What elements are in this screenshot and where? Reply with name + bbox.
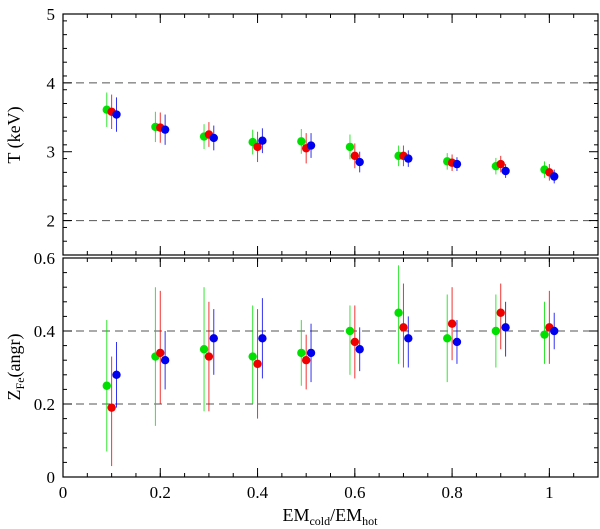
data-point	[306, 348, 316, 358]
data-point	[258, 334, 267, 343]
data-point	[345, 142, 355, 152]
plot-frame	[62, 257, 599, 478]
data-point	[160, 125, 170, 134]
data-point	[253, 359, 262, 369]
data-point	[209, 334, 218, 343]
x-tick-label: 0	[59, 483, 68, 502]
data-point	[345, 326, 355, 336]
data-point	[404, 334, 413, 343]
data-point	[297, 348, 306, 358]
temperature-panel: 2 3 4 5	[47, 5, 599, 256]
data-point	[112, 110, 121, 119]
data-point	[156, 348, 165, 358]
data-point	[452, 337, 462, 347]
data-point	[301, 356, 311, 365]
bottom-y-axis-title: ZFe(angr)	[4, 334, 27, 401]
data-point	[204, 352, 214, 361]
plot-frame	[62, 13, 599, 256]
x-tick-label: 0.4	[247, 483, 269, 502]
top-y-axis-title: T (keV)	[4, 106, 25, 163]
y-tick-label: 0	[47, 468, 56, 487]
data-point	[491, 326, 501, 336]
data-point	[355, 345, 364, 354]
y-tick-label: 4	[47, 74, 56, 93]
data-point	[112, 370, 121, 379]
x-tick-label: 0.8	[441, 483, 462, 502]
x-tick-label: 0.2	[150, 483, 171, 502]
data-point	[443, 334, 452, 343]
data-point	[253, 142, 262, 152]
x-axis-title: EMcold/EMhot	[282, 505, 378, 528]
data-point	[404, 154, 413, 163]
data-point	[350, 151, 360, 161]
y-tick-label: 5	[47, 5, 56, 24]
data-point	[350, 337, 360, 347]
data-point	[209, 133, 218, 143]
y-tick-label: 0.4	[34, 322, 56, 341]
data-point	[501, 166, 510, 176]
y-tick-label: 0.2	[34, 395, 55, 414]
data-point	[399, 323, 408, 332]
data-point	[102, 381, 111, 390]
data-point	[452, 159, 462, 169]
data-point	[306, 141, 316, 150]
data-point	[394, 308, 403, 317]
data-point	[550, 326, 559, 336]
data-point	[107, 403, 116, 412]
data-point	[550, 172, 559, 181]
data-point	[447, 319, 457, 328]
data-point	[496, 308, 505, 317]
data-point	[160, 356, 170, 365]
y-tick-label: 0.6	[34, 249, 55, 268]
y-tick-label: 2	[47, 212, 56, 231]
data-point	[355, 157, 364, 167]
y-tick-label: 3	[47, 143, 56, 162]
data-point	[258, 136, 267, 145]
data-point	[199, 345, 209, 354]
data-point	[501, 323, 510, 332]
data-point	[297, 137, 306, 146]
data-point	[540, 330, 549, 339]
data-point	[496, 159, 505, 169]
iron-abundance-panel: 0 0.2 0.4 0.6	[34, 249, 599, 487]
x-tick-label: 0.6	[344, 483, 365, 502]
data-point	[248, 352, 257, 361]
x-tick-labels: 0 0.2 0.4 0.6 0.8 1	[59, 483, 554, 502]
x-tick-label: 1	[545, 483, 554, 502]
